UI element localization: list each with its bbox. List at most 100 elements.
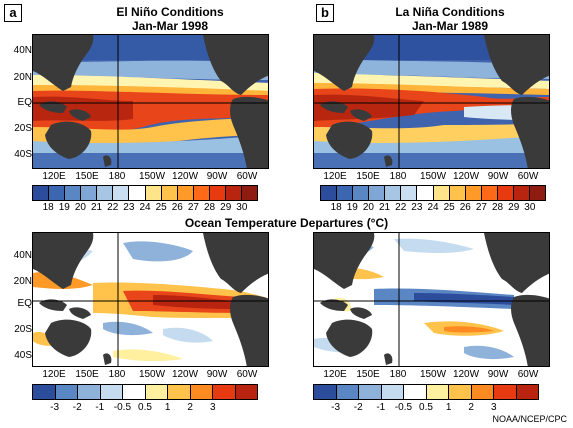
lat-label-20s: 20S: [14, 324, 32, 335]
lon-label: 120W: [171, 171, 199, 182]
colorbar-tick-label: -2: [72, 402, 82, 413]
lon-label: 120W: [452, 369, 480, 380]
colorbar-tick-label: 20: [74, 202, 86, 213]
colorbar-tick-label: 18: [330, 202, 342, 213]
lon-label: 90W: [487, 171, 509, 182]
colorbar-tick-label: 22: [107, 202, 119, 213]
lat-label-20s: 20S: [14, 123, 32, 134]
map-el-nino-anomaly-svg: [33, 233, 268, 366]
colorbar-swatch: [369, 186, 386, 200]
lon-label: 120W: [452, 171, 480, 182]
lon-label: 120E: [323, 171, 347, 182]
lon-label: 90W: [487, 369, 509, 380]
lon-label: 180: [389, 369, 407, 380]
anomaly-colorbar-b: [313, 384, 539, 400]
colorbar-tick-label: -3: [50, 402, 60, 413]
colorbar-swatch: [336, 385, 359, 399]
lat-label-eq: EQ: [17, 97, 32, 108]
colorbar-swatch: [55, 385, 78, 399]
anomaly-colorbar-a: [32, 384, 258, 400]
colorbar-swatch: [314, 385, 337, 399]
map-la-nina-anomaly: [313, 232, 550, 367]
colorbar-swatch: [123, 385, 146, 399]
colorbar-tick-label: 25: [443, 202, 455, 213]
panel-a-label: a: [4, 4, 22, 22]
temperature-ticks-b: 18 19 20 21 22 23 24 25 26 27 28 29 30: [320, 202, 546, 214]
lat-label-20n: 20N: [13, 276, 32, 287]
colorbar-tick-label: 24: [139, 202, 151, 213]
colorbar-tick-label: 26: [459, 202, 471, 213]
lat-label-20n: 20N: [13, 72, 32, 83]
colorbar-swatch: [209, 186, 226, 200]
panel-a-title-line1: El Niño Conditions: [116, 5, 224, 19]
lon-label: 120E: [42, 171, 66, 182]
lon-label: 150E: [75, 369, 99, 380]
colorbar-swatch: [242, 186, 258, 200]
colorbar-tick-label: 3: [210, 402, 216, 413]
colorbar-tick-label: 29: [508, 202, 520, 213]
colorbar-swatch: [516, 385, 538, 399]
colorbar-tick-label: 1: [445, 402, 452, 413]
lon-label: 150W: [419, 171, 447, 182]
colorbar-swatch: [494, 385, 517, 399]
colorbar-tick-label: 23: [411, 202, 423, 213]
panel-a-title-line2: Jan-Mar 1998: [131, 19, 209, 33]
colorbar-swatch: [129, 186, 146, 200]
colorbar-swatch: [49, 186, 66, 200]
map-la-nina-sst: [313, 34, 550, 169]
lon-label: 150W: [138, 369, 166, 380]
colorbar-swatch: [385, 186, 402, 200]
colorbar-tick-label: 1: [164, 402, 171, 413]
colorbar-tick-label: 21: [379, 202, 391, 213]
colorbar-swatch: [353, 186, 370, 200]
anomaly-ticks-a: -3 -2 -1 -0.5 0.5 1 2 3: [32, 402, 258, 414]
colorbar-swatch: [97, 186, 114, 200]
colorbar-swatch: [449, 385, 472, 399]
colorbar-swatch: [465, 186, 482, 200]
colorbar-tick-label: 19: [346, 202, 358, 213]
lon-label: 60W: [236, 369, 258, 380]
anomaly-ticks-b: -3 -2 -1 -0.5 0.5 1 2 3: [313, 402, 539, 414]
temperature-colorbar-b: [320, 185, 546, 201]
colorbar-tick-label: -1: [376, 402, 386, 413]
lon-label: 180: [389, 171, 407, 182]
colorbar-swatch: [481, 186, 498, 200]
colorbar-swatch: [113, 186, 130, 200]
lon-label: 180: [108, 171, 126, 182]
colorbar-swatch: [225, 186, 243, 200]
colorbar-swatch: [145, 385, 168, 399]
colorbar-swatch: [513, 186, 531, 200]
colorbar-tick-label: 25: [155, 202, 167, 213]
colorbar-tick-label: 22: [395, 202, 407, 213]
lon-label: 60W: [517, 369, 539, 380]
colorbar-tick-label: 30: [236, 202, 248, 213]
colorbar-tick-label: 20: [362, 202, 374, 213]
lon-label: 150E: [75, 171, 99, 182]
colorbar-swatch: [359, 385, 382, 399]
lon-label: 150W: [419, 369, 447, 380]
colorbar-swatch: [404, 385, 427, 399]
colorbar-swatch: [78, 385, 101, 399]
colorbar-tick-label: 27: [475, 202, 487, 213]
lat-label-40s: 40S: [14, 149, 32, 160]
lon-label: 120W: [171, 369, 199, 380]
map-el-nino-sst: [32, 34, 269, 169]
colorbar-swatch: [433, 186, 450, 200]
lon-labels-b-bottom: 120E 150E 180 150W 120W 90W 60W: [313, 369, 550, 381]
colorbar-swatch: [471, 385, 494, 399]
colorbar-swatch: [193, 186, 210, 200]
lon-labels-a-top: 120E 150E 180 150W 120W 90W 60W: [32, 171, 269, 183]
credit-text: NOAA/NCEP/CPC: [492, 414, 567, 424]
colorbar-tick-label: 2: [187, 402, 193, 413]
colorbar-tick-label: -1: [95, 402, 105, 413]
lon-label: 90W: [206, 171, 228, 182]
colorbar-tick-label: 26: [171, 202, 183, 213]
colorbar-swatch: [33, 385, 56, 399]
colorbar-tick-label: 0.5: [419, 402, 433, 413]
lon-label: 180: [108, 369, 126, 380]
colorbar-tick-label: 2: [468, 402, 474, 413]
colorbar-swatch: [65, 186, 82, 200]
colorbar-swatch: [145, 186, 162, 200]
lon-label: 150E: [356, 171, 380, 182]
colorbar-tick-label: 3: [491, 402, 497, 413]
